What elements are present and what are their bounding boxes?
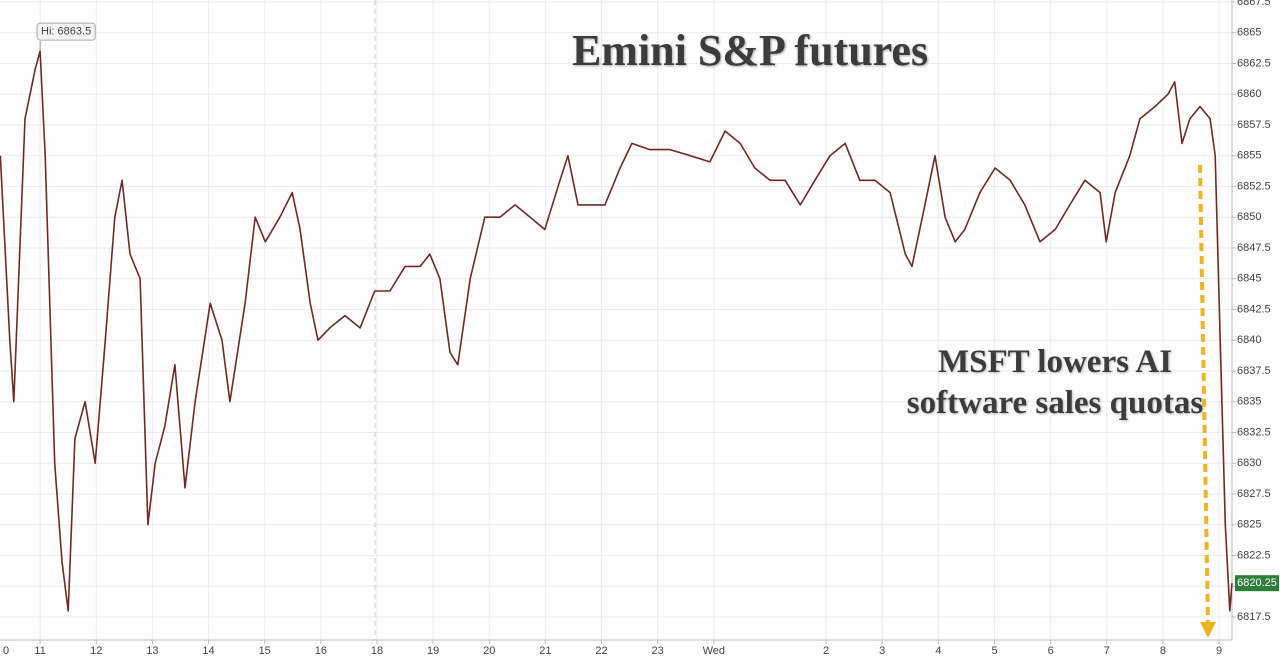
x-tick-label: 5 [991, 645, 997, 657]
y-tick-label: 6837.5 [1237, 365, 1271, 377]
y-tick-label: 6867.5 [1237, 0, 1271, 8]
y-tick-label: 6827.5 [1237, 488, 1271, 500]
x-tick-label: 9 [1216, 645, 1222, 657]
y-tick-label: 6865 [1237, 27, 1261, 39]
x-tick-label: 4 [935, 645, 941, 657]
x-tick-label: 8 [1160, 645, 1166, 657]
y-tick-label: 6822.5 [1237, 549, 1271, 561]
x-tick-label: 3 [879, 645, 885, 657]
high-label-box [36, 22, 96, 41]
y-tick-label: 6855 [1237, 150, 1261, 162]
y-tick-label: 6857.5 [1237, 119, 1271, 131]
high-label: Hi: 6863.5 [41, 26, 91, 38]
x-tick-label: 16 [315, 645, 327, 657]
y-tick-label: 6832.5 [1237, 426, 1271, 438]
y-tick-label: 6830 [1237, 457, 1261, 469]
x-tick-label: 13 [146, 645, 158, 657]
chart-title: Emini S&P futures [572, 26, 928, 75]
y-tick-label: 6842.5 [1237, 303, 1271, 315]
x-tick-label: 14 [202, 645, 214, 657]
x-tick-label: 22 [595, 645, 607, 657]
y-tick-label: 6835 [1237, 396, 1261, 408]
x-tick-label: Wed [703, 645, 725, 657]
x-tick-label: 6 [1048, 645, 1054, 657]
y-tick-label: 6850 [1237, 211, 1261, 223]
x-tick-label: 7 [1104, 645, 1110, 657]
y-tick-label: 6845 [1237, 273, 1261, 285]
last-price-label: 6820.25 [1237, 577, 1277, 589]
y-tick-label: 6847.5 [1237, 242, 1271, 254]
last-price-tag [1235, 575, 1279, 592]
x-tick-label: 0 [3, 645, 9, 657]
drop-arrow [1198, 164, 1216, 638]
x-tick-label: 12 [90, 645, 102, 657]
price-line [0, 50, 1233, 612]
y-tick-label: 6862.5 [1237, 57, 1271, 69]
x-tick-label: 2 [823, 645, 829, 657]
y-tick-label: 6817.5 [1237, 611, 1271, 623]
x-tick-label: 11 [34, 645, 45, 657]
y-tick-label: 6840 [1237, 334, 1261, 346]
y-tick-label: 6860 [1237, 88, 1261, 100]
x-tick-label: 23 [652, 645, 664, 657]
x-tick-label: 19 [427, 645, 439, 657]
x-tick-label: 18 [371, 645, 383, 657]
annotation: MSFT lowers AI software sales quotas [906, 344, 1204, 421]
y-tick-label: 6825 [1237, 519, 1261, 531]
x-tick-label: 15 [259, 645, 271, 657]
y-tick-label: 6852.5 [1237, 180, 1271, 192]
x-tick-label: 20 [483, 645, 495, 657]
x-tick-label: 21 [539, 645, 551, 657]
